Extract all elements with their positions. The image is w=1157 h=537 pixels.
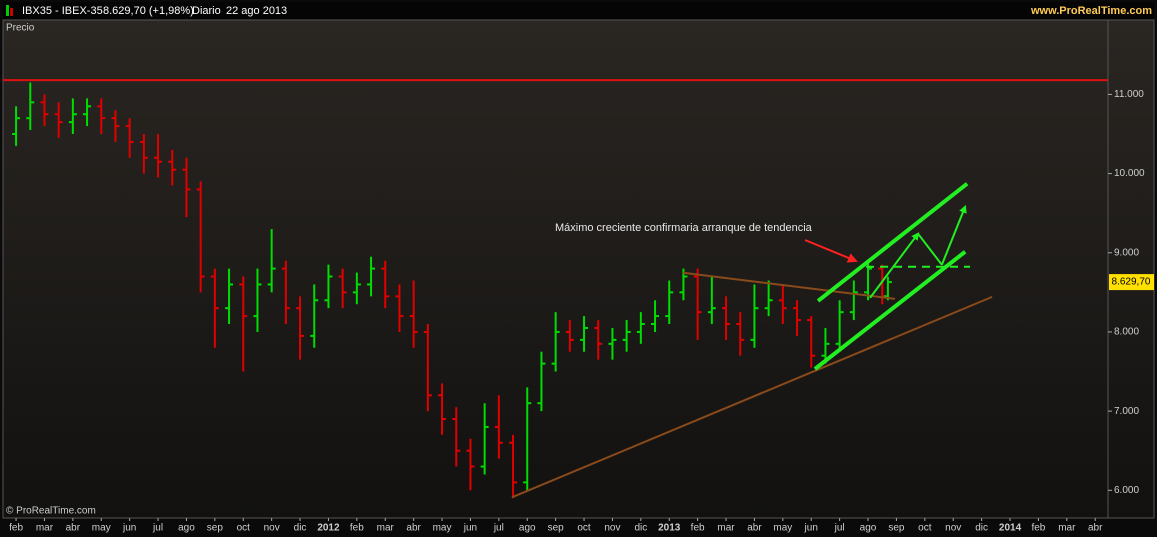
site: www.ProRealTime.com: [1030, 5, 1152, 17]
x-tick-label: feb: [1031, 523, 1045, 534]
x-tick-label: mar: [717, 523, 735, 534]
period: Diario: [192, 5, 221, 17]
x-tick-label: nov: [604, 523, 620, 534]
trend-line: [511, 295, 993, 499]
x-tick-label: mar: [36, 523, 54, 534]
x-tick-label: nov: [945, 523, 961, 534]
trend-line: [917, 233, 943, 266]
x-tick-label: nov: [264, 523, 280, 534]
x-tick-label: jun: [804, 523, 818, 534]
x-tick-label: ago: [178, 523, 195, 534]
y-tick-label: 9.000: [1114, 247, 1139, 258]
x-tick-label: 2012: [317, 523, 340, 534]
header-bar: [3, 2, 1154, 19]
quote: 8.629,70 (+1,98%): [103, 5, 194, 17]
x-tick-label: sep: [888, 523, 905, 534]
x-tick-label: feb: [350, 523, 364, 534]
x-tick-label: abr: [747, 523, 762, 534]
x-tick-label: may: [92, 523, 111, 534]
annotation: Máximo creciente confirmaria arranque de…: [555, 222, 813, 234]
copyright: © ProRealTime.com: [6, 506, 96, 517]
x-tick-label: oct: [237, 523, 251, 534]
x-tick-label: may: [433, 523, 452, 534]
x-tick-label: jul: [493, 523, 504, 534]
x-tick-label: dic: [634, 523, 647, 534]
icon-up: [6, 5, 9, 16]
trend-line: [813, 250, 967, 371]
symbol: IBX35 - IBEX-35: [22, 5, 103, 17]
x-tick-label: abr: [406, 523, 421, 534]
x-tick-label: feb: [9, 523, 23, 534]
y-tick-label: 6.000: [1114, 485, 1139, 496]
x-tick-label: may: [773, 523, 792, 534]
x-tick-label: dic: [975, 523, 988, 534]
x-tick-label: oct: [577, 523, 591, 534]
x-tick-label: ago: [860, 523, 877, 534]
trend-line: [816, 182, 969, 303]
x-tick-label: 2013: [658, 523, 681, 534]
x-tick-label: jun: [122, 523, 136, 534]
y-tick-label: 10.000: [1114, 168, 1145, 179]
x-tick-label: feb: [691, 523, 705, 534]
date: 22 ago 2013: [226, 5, 287, 17]
x-tick-label: abr: [66, 523, 81, 534]
last-price-box: [1109, 274, 1154, 291]
y-tick-label: 11.000: [1114, 89, 1144, 100]
x-tick-label: abr: [1088, 523, 1103, 534]
trend-line: [869, 232, 920, 299]
y-tick-label: 7.000: [1114, 406, 1139, 417]
x-tick-label: jun: [463, 523, 477, 534]
x-tick-label: 2014: [999, 523, 1022, 534]
x-tick-label: mar: [1058, 523, 1076, 534]
x-tick-label: mar: [377, 523, 395, 534]
x-tick-label: jul: [152, 523, 163, 534]
panel-label: Precio: [6, 23, 35, 34]
x-tick-label: ago: [519, 523, 536, 534]
x-tick-label: dic: [294, 523, 307, 534]
plot-area: [2, 19, 1109, 519]
trend-line: [683, 271, 896, 300]
x-tick-label: jul: [834, 523, 845, 534]
y-tick-label: 8.000: [1114, 327, 1139, 338]
annotation-arrow: [804, 239, 858, 263]
x-tick-label: sep: [207, 523, 224, 534]
x-tick-label: sep: [548, 523, 565, 534]
y-axis-area: [1107, 19, 1155, 519]
icon-down: [10, 8, 13, 16]
trend-line: [940, 204, 967, 266]
last-price-label: 8.629,70: [1112, 277, 1151, 288]
x-tick-label: oct: [918, 523, 932, 534]
